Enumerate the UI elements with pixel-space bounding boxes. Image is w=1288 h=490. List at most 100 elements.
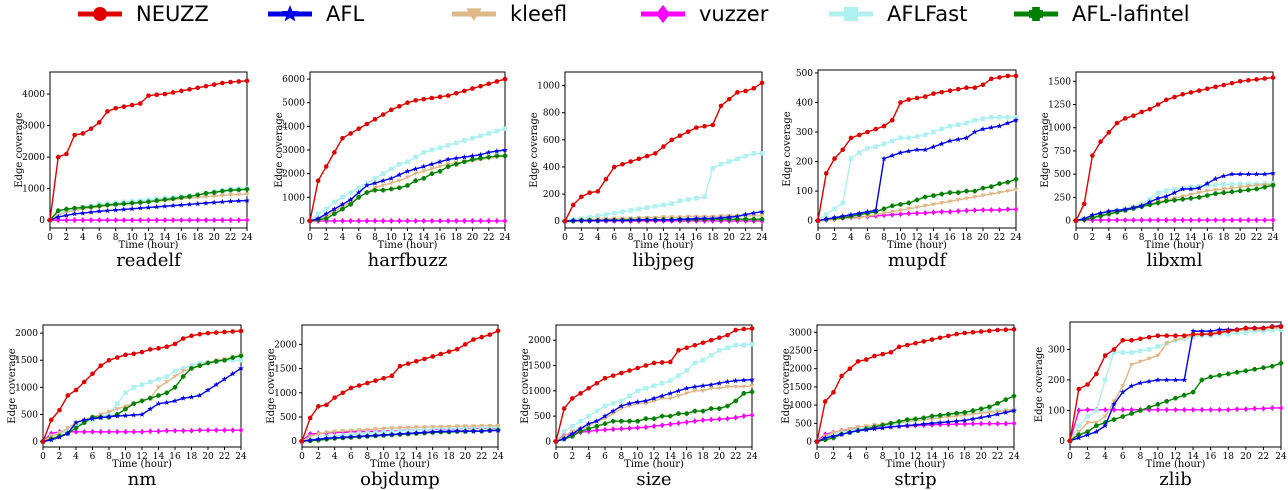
data-point xyxy=(1270,170,1276,176)
legend-entry-afl-lafintel: AFL-lafintel xyxy=(1014,2,1190,26)
data-point xyxy=(906,97,912,102)
data-point xyxy=(65,426,71,431)
data-point xyxy=(1234,406,1240,413)
data-point xyxy=(1179,186,1186,192)
data-point xyxy=(98,428,104,435)
data-point xyxy=(906,206,912,212)
y-tick-label: 1500 xyxy=(789,383,812,393)
data-point xyxy=(1229,182,1235,187)
data-point xyxy=(684,368,689,373)
data-point xyxy=(323,216,329,221)
data-point xyxy=(228,187,233,193)
data-point xyxy=(114,401,120,406)
data-point xyxy=(88,217,94,224)
data-point xyxy=(203,194,209,200)
data-point xyxy=(856,210,863,216)
y-tick-label: 300 xyxy=(1048,345,1065,355)
subplot-title: size xyxy=(636,469,671,490)
series-kleefl xyxy=(553,383,755,444)
data-point xyxy=(906,135,912,141)
data-point xyxy=(759,213,765,219)
data-point xyxy=(848,156,854,161)
data-point xyxy=(594,423,600,429)
data-point xyxy=(453,161,459,167)
x-tick-label: 20 xyxy=(723,233,735,243)
data-point xyxy=(995,327,1000,333)
data-point xyxy=(1208,374,1213,380)
data-point xyxy=(749,326,755,331)
data-point xyxy=(708,337,714,343)
x-tick-label: 16 xyxy=(434,233,446,243)
data-point xyxy=(437,145,443,150)
data-point xyxy=(197,427,203,434)
data-point xyxy=(717,406,722,411)
y-tick-label: 2000 xyxy=(22,153,45,163)
data-point xyxy=(156,393,161,398)
data-point xyxy=(954,331,959,337)
x-tick-label: 18 xyxy=(1223,452,1235,462)
x-tick-label: 16 xyxy=(169,452,181,462)
data-point xyxy=(1246,187,1251,193)
data-point xyxy=(896,423,902,429)
data-point xyxy=(995,400,1000,406)
data-point xyxy=(1120,406,1126,413)
data-point xyxy=(146,199,151,205)
data-point xyxy=(939,201,945,206)
data-point xyxy=(189,363,194,368)
data-point xyxy=(587,214,592,220)
y-tick-label: 3000 xyxy=(282,146,305,156)
data-point xyxy=(356,217,362,224)
data-point xyxy=(759,216,765,222)
y-tick-label: 0 xyxy=(806,438,812,448)
data-point xyxy=(685,216,691,222)
data-point xyxy=(486,217,492,224)
data-point xyxy=(978,420,984,427)
data-point xyxy=(1225,371,1231,377)
x-tick-label: 14 xyxy=(674,233,686,243)
data-point xyxy=(397,363,403,369)
data-point xyxy=(1204,189,1210,194)
data-point xyxy=(594,217,601,223)
data-point xyxy=(1213,84,1218,90)
data-point xyxy=(494,153,500,159)
x-tick-label: 6 xyxy=(90,452,96,462)
data-point xyxy=(114,407,120,412)
data-point xyxy=(413,217,418,224)
data-point xyxy=(1237,217,1243,224)
x-tick-label: 18 xyxy=(443,452,455,462)
data-point xyxy=(57,407,62,413)
data-point xyxy=(871,425,878,432)
data-point xyxy=(463,342,468,347)
y-tick-label: 500 xyxy=(1054,170,1071,180)
data-point xyxy=(1188,217,1194,224)
data-point xyxy=(636,216,642,223)
data-point xyxy=(1147,106,1153,112)
data-point xyxy=(602,426,608,433)
data-point xyxy=(931,209,936,216)
data-point xyxy=(1085,420,1091,425)
data-point xyxy=(742,211,749,217)
data-point xyxy=(88,204,94,210)
data-point xyxy=(64,206,69,212)
data-point xyxy=(718,161,724,167)
data-point xyxy=(347,196,354,203)
data-point xyxy=(470,424,477,429)
data-point xyxy=(1270,217,1276,224)
data-point xyxy=(735,156,740,162)
data-point xyxy=(412,165,419,172)
data-point xyxy=(96,208,103,214)
data-point xyxy=(1003,397,1009,402)
y-tick-label: 0 xyxy=(39,216,45,226)
data-point xyxy=(381,375,386,381)
data-point xyxy=(229,370,236,377)
data-point xyxy=(832,206,837,212)
data-point xyxy=(954,410,959,416)
data-point xyxy=(203,83,209,89)
data-point xyxy=(372,217,378,224)
data-point xyxy=(955,208,961,215)
data-point xyxy=(222,329,227,335)
data-point xyxy=(611,164,617,170)
series-vuzzer xyxy=(40,427,244,445)
data-point xyxy=(1237,185,1243,190)
